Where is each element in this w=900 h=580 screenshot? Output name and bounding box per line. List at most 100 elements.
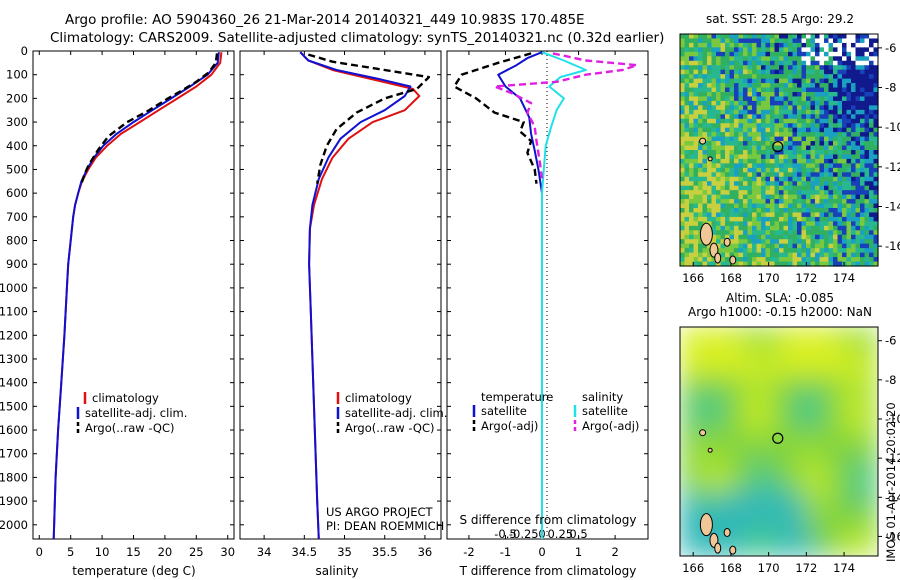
map-cell bbox=[864, 114, 870, 120]
map-cell bbox=[864, 234, 870, 240]
map-cell bbox=[792, 252, 798, 258]
map-cell bbox=[716, 190, 722, 196]
map-cell bbox=[815, 252, 821, 258]
map-cell bbox=[765, 38, 771, 44]
map-cell bbox=[797, 167, 803, 173]
map-cell bbox=[842, 69, 848, 75]
map-cell bbox=[756, 221, 762, 227]
map-cell bbox=[864, 225, 870, 231]
map-cell bbox=[779, 42, 785, 48]
map-cell bbox=[833, 87, 839, 93]
map-cell bbox=[680, 158, 686, 164]
map-cell bbox=[860, 190, 866, 196]
map-cell bbox=[761, 181, 767, 187]
map-cell bbox=[783, 167, 789, 173]
map-cell bbox=[707, 141, 713, 147]
map-cell bbox=[849, 343, 865, 361]
map-cell bbox=[815, 150, 821, 156]
map-cell bbox=[797, 243, 803, 249]
map-cell bbox=[774, 163, 780, 169]
map-cell bbox=[707, 203, 713, 209]
map-cell bbox=[788, 69, 794, 75]
map-cell bbox=[761, 56, 767, 62]
map-cell bbox=[810, 150, 816, 156]
map-cell bbox=[761, 65, 767, 71]
map-cell bbox=[779, 56, 785, 62]
temperature-xlabel: temperature (deg C) bbox=[72, 564, 195, 578]
map-cell bbox=[815, 114, 821, 120]
map-cell bbox=[833, 105, 839, 111]
map-cell bbox=[793, 392, 808, 410]
map-cell bbox=[702, 78, 708, 84]
map-cell bbox=[807, 425, 823, 443]
map-cell bbox=[756, 203, 762, 209]
map-cell bbox=[792, 203, 798, 209]
map-cell bbox=[855, 257, 861, 263]
map-cell bbox=[738, 105, 744, 111]
map-cell bbox=[770, 167, 776, 173]
map-cell bbox=[828, 78, 834, 84]
map-cell bbox=[846, 230, 852, 236]
map-cell bbox=[855, 132, 861, 138]
map-cell bbox=[846, 216, 852, 222]
map-cell bbox=[810, 203, 816, 209]
map-cell bbox=[738, 261, 744, 267]
map-cell bbox=[801, 118, 807, 124]
map-cell bbox=[689, 150, 695, 156]
map-cell bbox=[821, 425, 837, 443]
map-cell bbox=[698, 118, 704, 124]
map-cell bbox=[810, 60, 816, 66]
map-cell bbox=[689, 100, 695, 106]
map-cell bbox=[806, 132, 812, 138]
map-cell bbox=[720, 118, 726, 124]
map-cell bbox=[815, 51, 821, 57]
map-cell bbox=[770, 109, 776, 115]
map-cell bbox=[833, 221, 839, 227]
map-cell bbox=[860, 212, 866, 218]
map-cell bbox=[729, 234, 735, 240]
map-cell bbox=[821, 392, 837, 410]
sla-map-title-1: Altim. SLA: -0.085 bbox=[726, 291, 834, 305]
map-cell bbox=[707, 176, 713, 182]
map-cell bbox=[680, 145, 686, 151]
map-cell bbox=[855, 114, 861, 120]
map-cell bbox=[707, 100, 713, 106]
sst-map-panel: sat. SST: 28.5 Argo: 29.2 166 168 170 172 17… bbox=[679, 12, 900, 285]
map-cell bbox=[797, 132, 803, 138]
map-cell bbox=[793, 327, 808, 344]
map-cell bbox=[729, 194, 735, 200]
map-cell bbox=[835, 327, 851, 344]
map-cell bbox=[779, 105, 785, 111]
map-cell bbox=[707, 69, 713, 75]
map-cell bbox=[846, 78, 852, 84]
map-cell bbox=[801, 243, 807, 249]
map-cell bbox=[783, 47, 789, 53]
map-cell bbox=[824, 248, 830, 254]
map-cell bbox=[694, 359, 709, 377]
map-cell bbox=[828, 230, 834, 236]
map-cell bbox=[824, 51, 830, 57]
map-cell bbox=[855, 51, 861, 57]
map-cell bbox=[815, 87, 821, 93]
map-cell bbox=[720, 199, 726, 205]
map-cell bbox=[779, 167, 785, 173]
map-cell bbox=[860, 225, 866, 231]
map-cell bbox=[819, 141, 825, 147]
map-cell bbox=[743, 56, 749, 62]
s-tick-label: -0.25 bbox=[509, 527, 539, 541]
map-cell bbox=[807, 539, 823, 556]
map-cell bbox=[725, 34, 731, 40]
map-cell bbox=[779, 145, 785, 151]
x-tick-label: 36 bbox=[418, 545, 433, 559]
map-cell bbox=[684, 167, 690, 173]
map-cell bbox=[711, 60, 717, 66]
map-cell bbox=[851, 51, 857, 57]
map-cell bbox=[864, 216, 870, 222]
map-y-tick-label: -14 bbox=[885, 490, 900, 504]
map-cell bbox=[693, 190, 699, 196]
map-cell bbox=[821, 457, 837, 475]
map-cell bbox=[725, 145, 731, 151]
map-cell bbox=[815, 167, 821, 173]
map-cell bbox=[828, 51, 834, 57]
map-cell bbox=[734, 230, 740, 236]
